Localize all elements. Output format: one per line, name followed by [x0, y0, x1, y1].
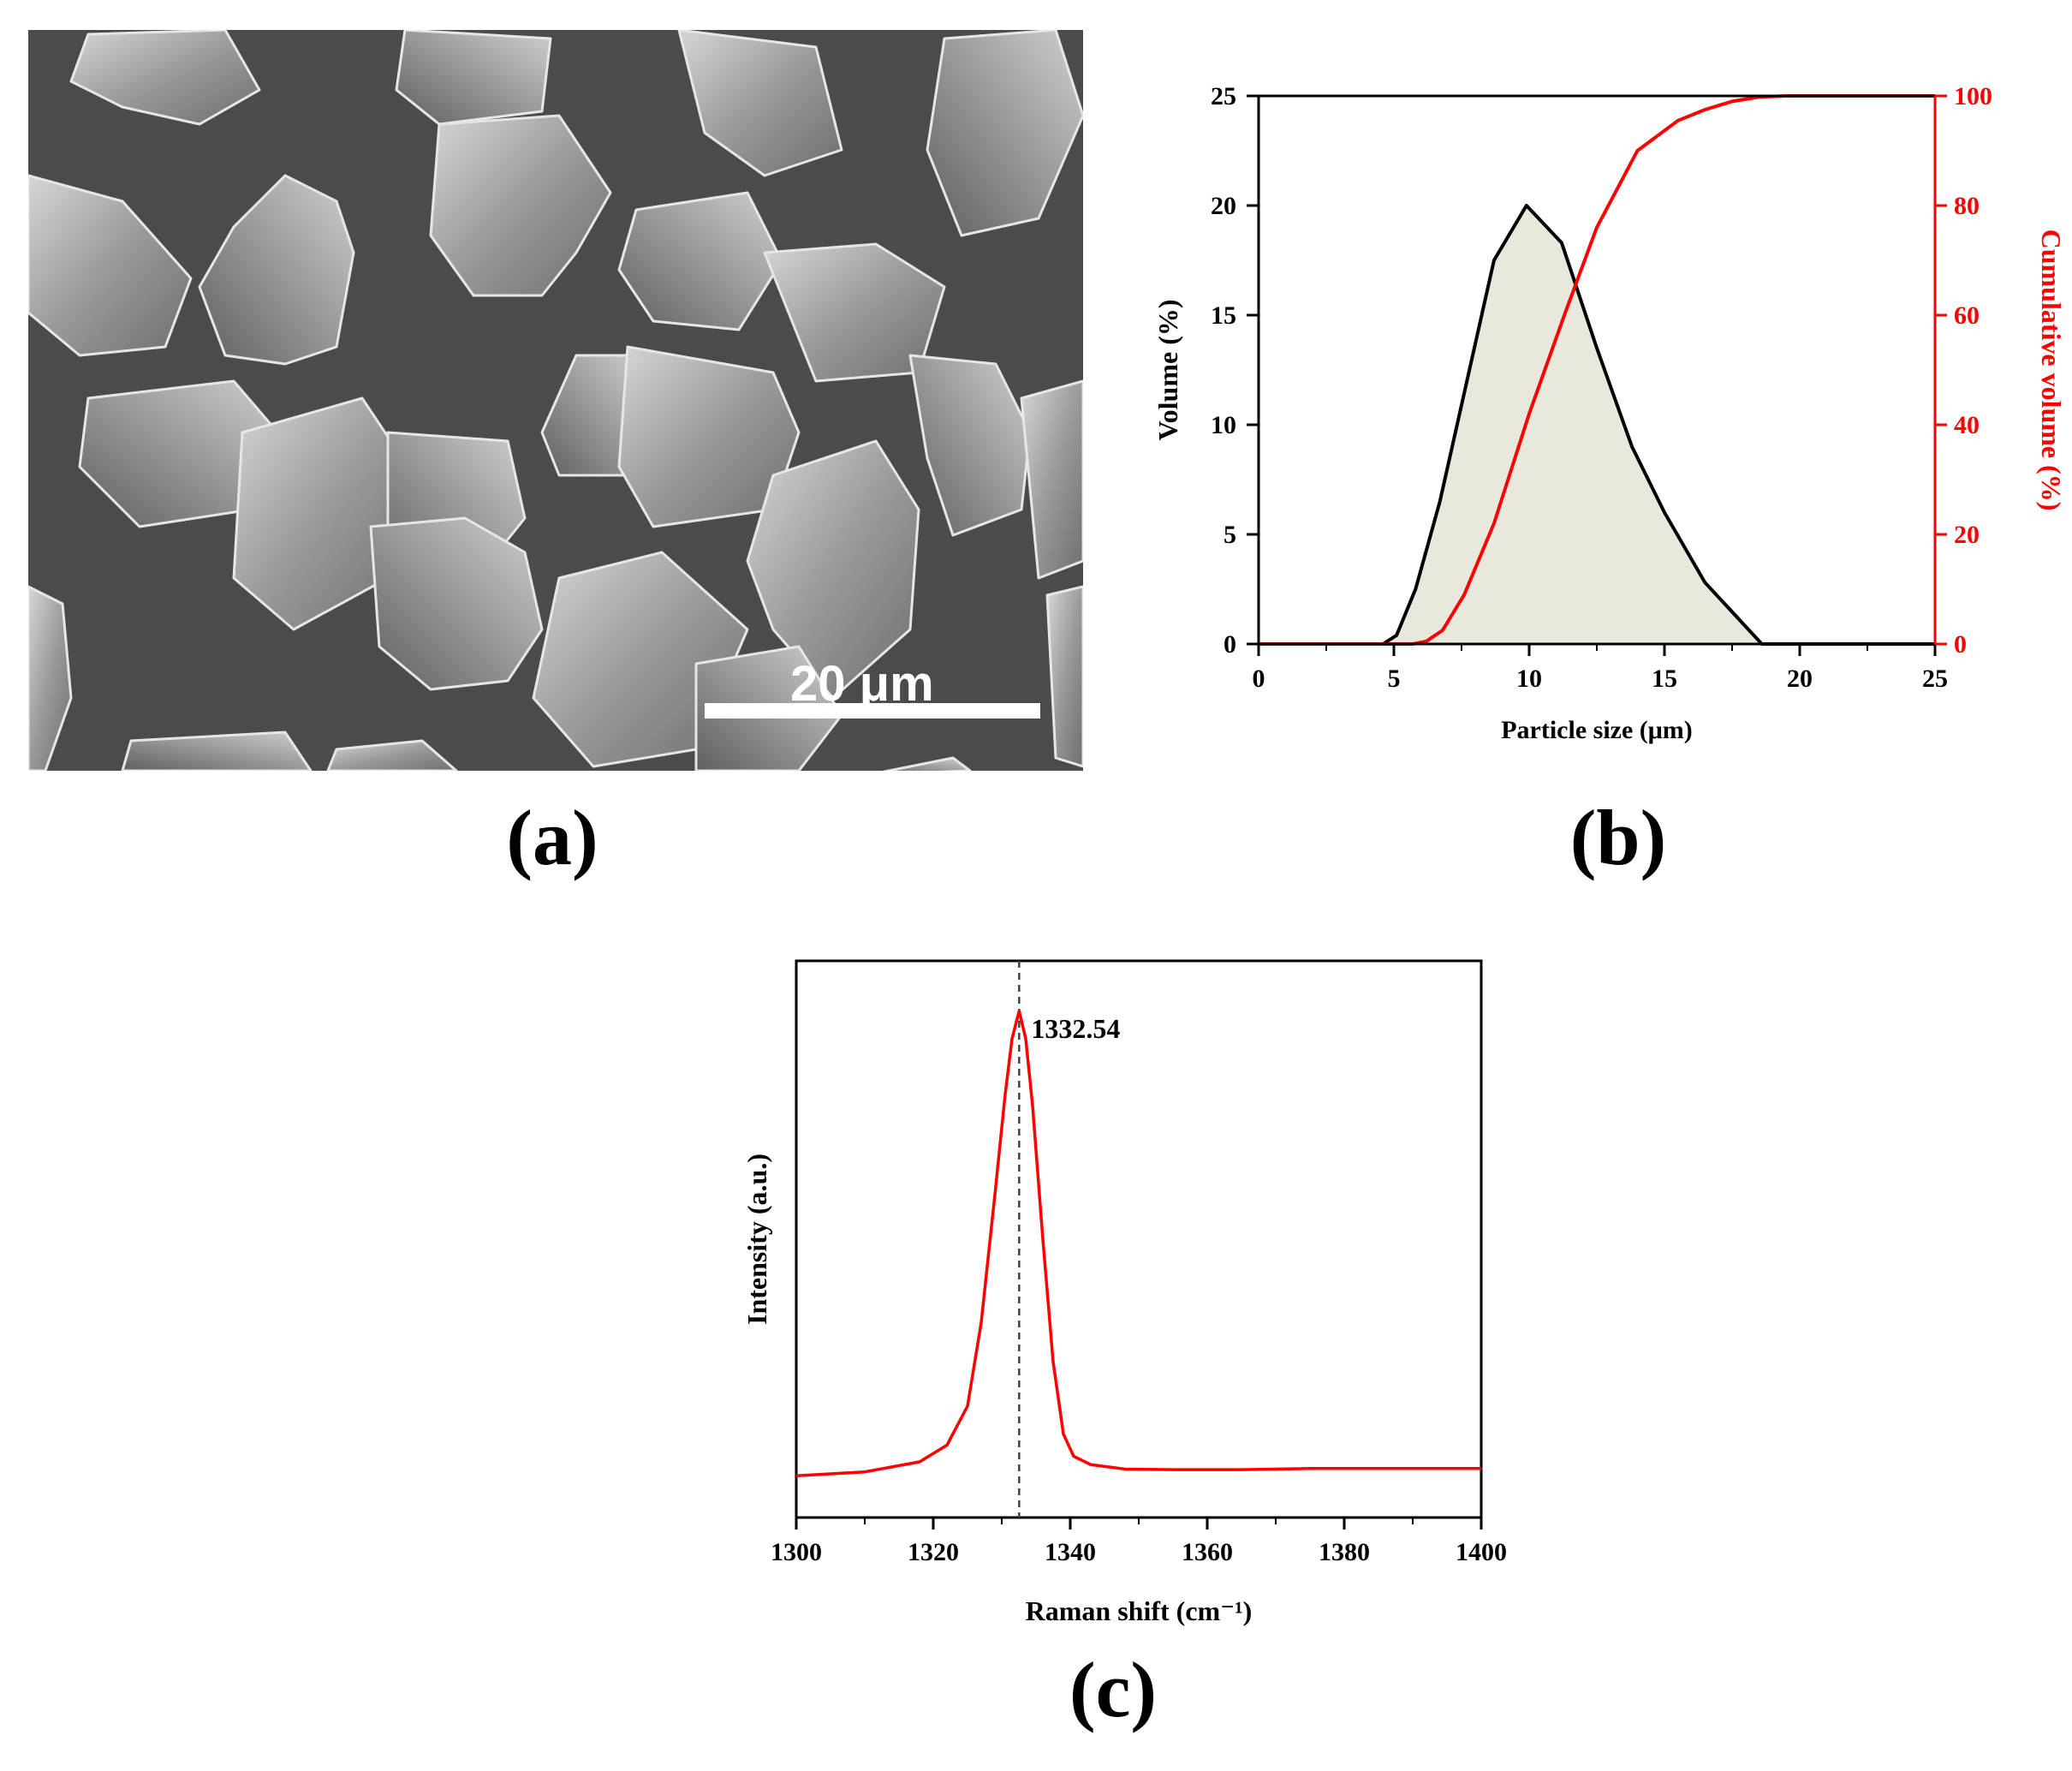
y2-axis-label: Cumulative volume (%) [2036, 230, 2067, 511]
volume-series-line [1259, 204, 1935, 646]
x-tick-label: 1320 [908, 1538, 959, 1566]
y-tick-label: 25 [1211, 82, 1236, 110]
raman-series-line [795, 1009, 1481, 1477]
x-tick-label: 5 [1388, 665, 1401, 693]
peak-label: 1332.54 [1031, 1013, 1120, 1044]
sem-particles [28, 30, 1083, 771]
plot-frame [795, 959, 1483, 1519]
scale-bar-label: 20 μm [790, 656, 934, 712]
panel-label-b: (b) [1569, 794, 1667, 881]
y-tick-label: 0 [1224, 630, 1236, 659]
x-tick-label: 1300 [771, 1538, 822, 1566]
scale-bar [705, 703, 1040, 719]
panel-label-a: (a) [506, 794, 598, 881]
cumulative-series-line [1259, 94, 1935, 646]
y-axis-label: Volume (%) [1152, 299, 1183, 440]
y2-tick-label: 20 [1954, 521, 1980, 549]
y-axis-label: Intensity (a.u.) [741, 1154, 772, 1325]
x-tick-label: 15 [1652, 665, 1677, 693]
x-tick-label: 1360 [1182, 1538, 1233, 1566]
y2-tick-label: 60 [1954, 301, 1980, 330]
x-tick-label: 1340 [1045, 1538, 1096, 1566]
particle-size-chart: 0 5 10 15 20 250510152025020406080100Particle… [1152, 82, 2067, 744]
x-tick-label: 10 [1516, 665, 1542, 693]
x-axis-label: Particle size (μm) [1501, 716, 1693, 744]
y2-tick-label: 80 [1954, 192, 1980, 220]
sem-image: 20 μm [28, 30, 1083, 771]
x-axis-label: Raman shift (cm⁻¹) [1026, 1595, 1253, 1626]
y2-tick-label: 0 [1954, 630, 1967, 659]
y2-tick-label: 40 [1954, 411, 1980, 439]
y2-tick-label: 100 [1954, 82, 1992, 110]
x-tick-label: 1400 [1456, 1538, 1507, 1566]
y-tick-label: 15 [1211, 301, 1236, 330]
x-tick-label: 1380 [1319, 1538, 1370, 1566]
y-tick-label: 20 [1211, 192, 1236, 220]
x-tick-label: 0 [1253, 665, 1265, 693]
raman-chart: 1332.54 1300 1320 1340 1360 1380 1400 Raman shi… [741, 959, 1507, 1626]
distribution-area [1259, 206, 1935, 644]
x-tick-label: 20 [1787, 665, 1813, 693]
panel-label-c: (c) [1069, 1646, 1158, 1733]
y-tick-label: 10 [1211, 411, 1236, 439]
y-tick-label: 5 [1224, 521, 1236, 549]
x-tick-label: 25 [1922, 665, 1948, 693]
